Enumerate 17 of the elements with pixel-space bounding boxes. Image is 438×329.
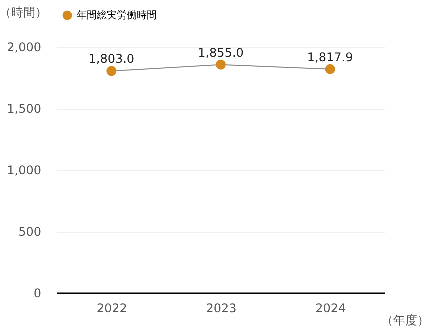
legend-label: 年間総実労働時間	[77, 10, 157, 22]
point	[325, 64, 336, 74]
x-axis-title: （年度）	[382, 314, 430, 328]
y-axis-title: （時間）	[0, 6, 48, 20]
data-label: 1,817.9	[307, 50, 354, 64]
y-tick-label: 500	[18, 225, 42, 239]
point	[106, 66, 117, 76]
x-tick-label: 2022	[96, 302, 128, 316]
data-label: 1,855.0	[198, 46, 244, 60]
y-tick-label: 2,000	[7, 40, 42, 54]
data-label: 1,803.0	[88, 52, 135, 66]
y-tick-label: 0	[34, 286, 42, 300]
x-tick-label: 2023	[206, 302, 237, 316]
y-tick-label: 1,000	[7, 164, 42, 178]
point	[216, 60, 226, 70]
y-tick-label: 1,500	[7, 102, 42, 116]
x-tick-label: 2024	[316, 302, 346, 316]
